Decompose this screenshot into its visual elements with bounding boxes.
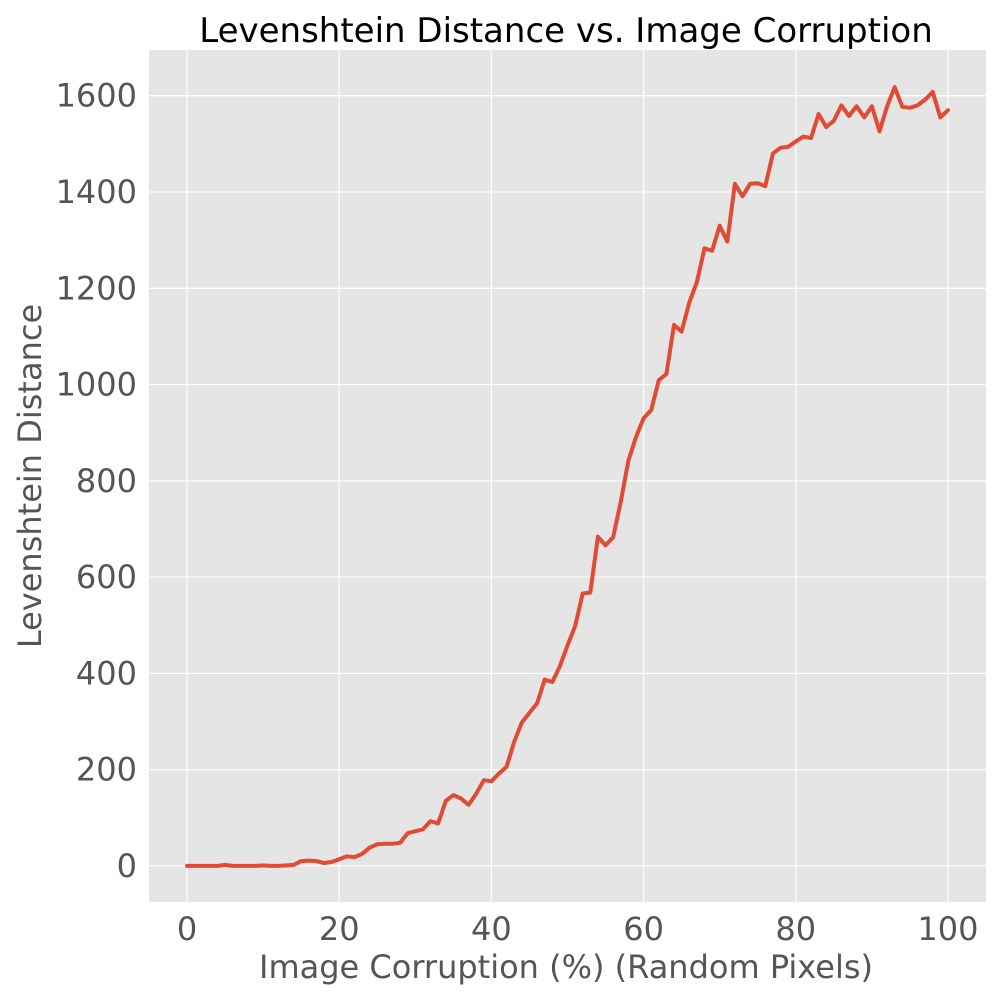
x-axis-label: Image Corruption (%) (Random Pixels) bbox=[259, 948, 873, 986]
y-tick-label: 800 bbox=[76, 462, 137, 500]
x-tick-label: 100 bbox=[917, 910, 978, 948]
y-tick-label: 1400 bbox=[56, 173, 137, 211]
x-tick-label: 80 bbox=[775, 910, 816, 948]
series-lines bbox=[185, 85, 950, 868]
tick-labels: 0 20 40 60 80 1000200400600800100012001400160… bbox=[56, 77, 979, 948]
x-tick-label: 0 bbox=[177, 910, 197, 948]
y-tick-label: 600 bbox=[76, 558, 137, 596]
x-tick-label: 40 bbox=[471, 910, 512, 948]
x-tick-label: 20 bbox=[319, 910, 360, 948]
grid-lines bbox=[149, 50, 986, 902]
x-tick-label: 60 bbox=[623, 910, 664, 948]
y-tick-label: 200 bbox=[76, 751, 137, 789]
y-axis-label: Levenshtein Distance bbox=[11, 304, 49, 648]
y-tick-label: 1200 bbox=[56, 269, 137, 307]
plot-area bbox=[149, 50, 986, 902]
series-line bbox=[185, 85, 950, 868]
chart-title: Levenshtein Distance vs. Image Corruptio… bbox=[199, 11, 933, 51]
y-tick-label: 0 bbox=[117, 847, 137, 885]
y-tick-label: 1600 bbox=[56, 77, 137, 115]
y-tick-label: 400 bbox=[76, 654, 137, 692]
y-tick-label: 1000 bbox=[56, 366, 137, 404]
